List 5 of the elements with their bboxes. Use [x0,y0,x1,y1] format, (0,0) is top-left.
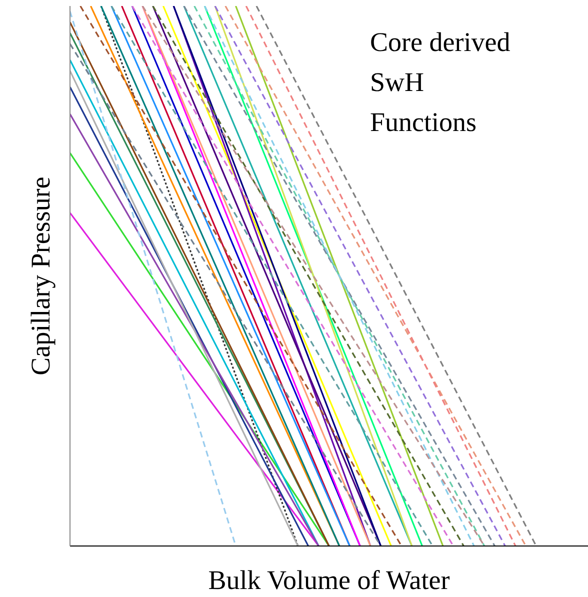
x-axis-title: Bulk Volume of Water [208,565,450,595]
annotation: Functions [370,106,478,139]
annotation: SwH [370,66,426,99]
y-axis-title: Capillary Pressure [26,176,56,376]
annotation: Core derived [370,26,510,59]
